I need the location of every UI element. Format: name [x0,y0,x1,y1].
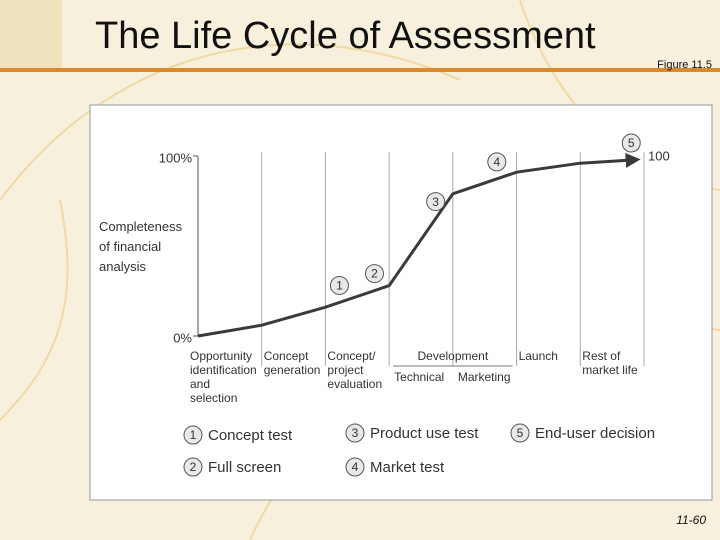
milestone-badge [426,192,446,212]
end-label: 100 [648,148,670,163]
legend-label: Full screen [208,459,281,476]
milestone-number: 1 [190,428,197,442]
stage-label: Concept/ project evaluation [327,349,383,391]
legend-label: Concept test [208,427,293,444]
completeness-line [197,152,641,338]
milestone-number: 3 [432,195,439,209]
corner-block [0,0,62,70]
milestone-badge [329,275,349,295]
stage-label: Concept generation [263,349,321,377]
stage-label: Development [417,349,489,363]
title-rule [0,68,720,72]
stage-part-label: Marketing [457,370,511,384]
y-axis-label: Completeness of financial analysis [99,219,183,274]
milestone-badge [364,264,384,284]
milestone-number: 3 [352,426,359,440]
milestone-badge [183,457,203,477]
milestone-badge [621,133,641,153]
y-tick-label: 0% [173,330,192,345]
milestone-number: 4 [493,155,500,169]
stage-label: Launch [518,349,558,363]
milestone-number: 2 [371,267,378,281]
legend-label: Product use test [370,425,479,442]
milestone-number: 4 [352,460,359,474]
slide-title: The Life Cycle of Assessment [95,15,596,57]
legend-label: End-user decision [535,425,655,442]
milestone-number: 5 [517,426,524,440]
milestone-number: 1 [336,279,343,293]
milestone-number: 5 [628,136,635,150]
stage-label: Opportunity identification and selection [190,349,257,405]
milestone-badge [487,152,507,172]
page-number: 11-60 [676,513,706,527]
plot: 0% 100% 100 1 1 Concept test 2 2 Full screen 3 3 Pr… [159,133,670,477]
figure-number: Figure 11.5 [657,59,712,71]
y-tick-label: 100% [159,150,193,165]
stage-part-label: Technical [394,370,445,384]
milestone-badge [510,423,530,443]
legend-label: Market test [370,459,445,476]
stage-label: Rest of market life [582,349,638,377]
milestone-badge [345,423,365,443]
milestone-badge [345,457,365,477]
milestone-number: 2 [190,460,197,474]
milestone-badge [183,425,203,445]
